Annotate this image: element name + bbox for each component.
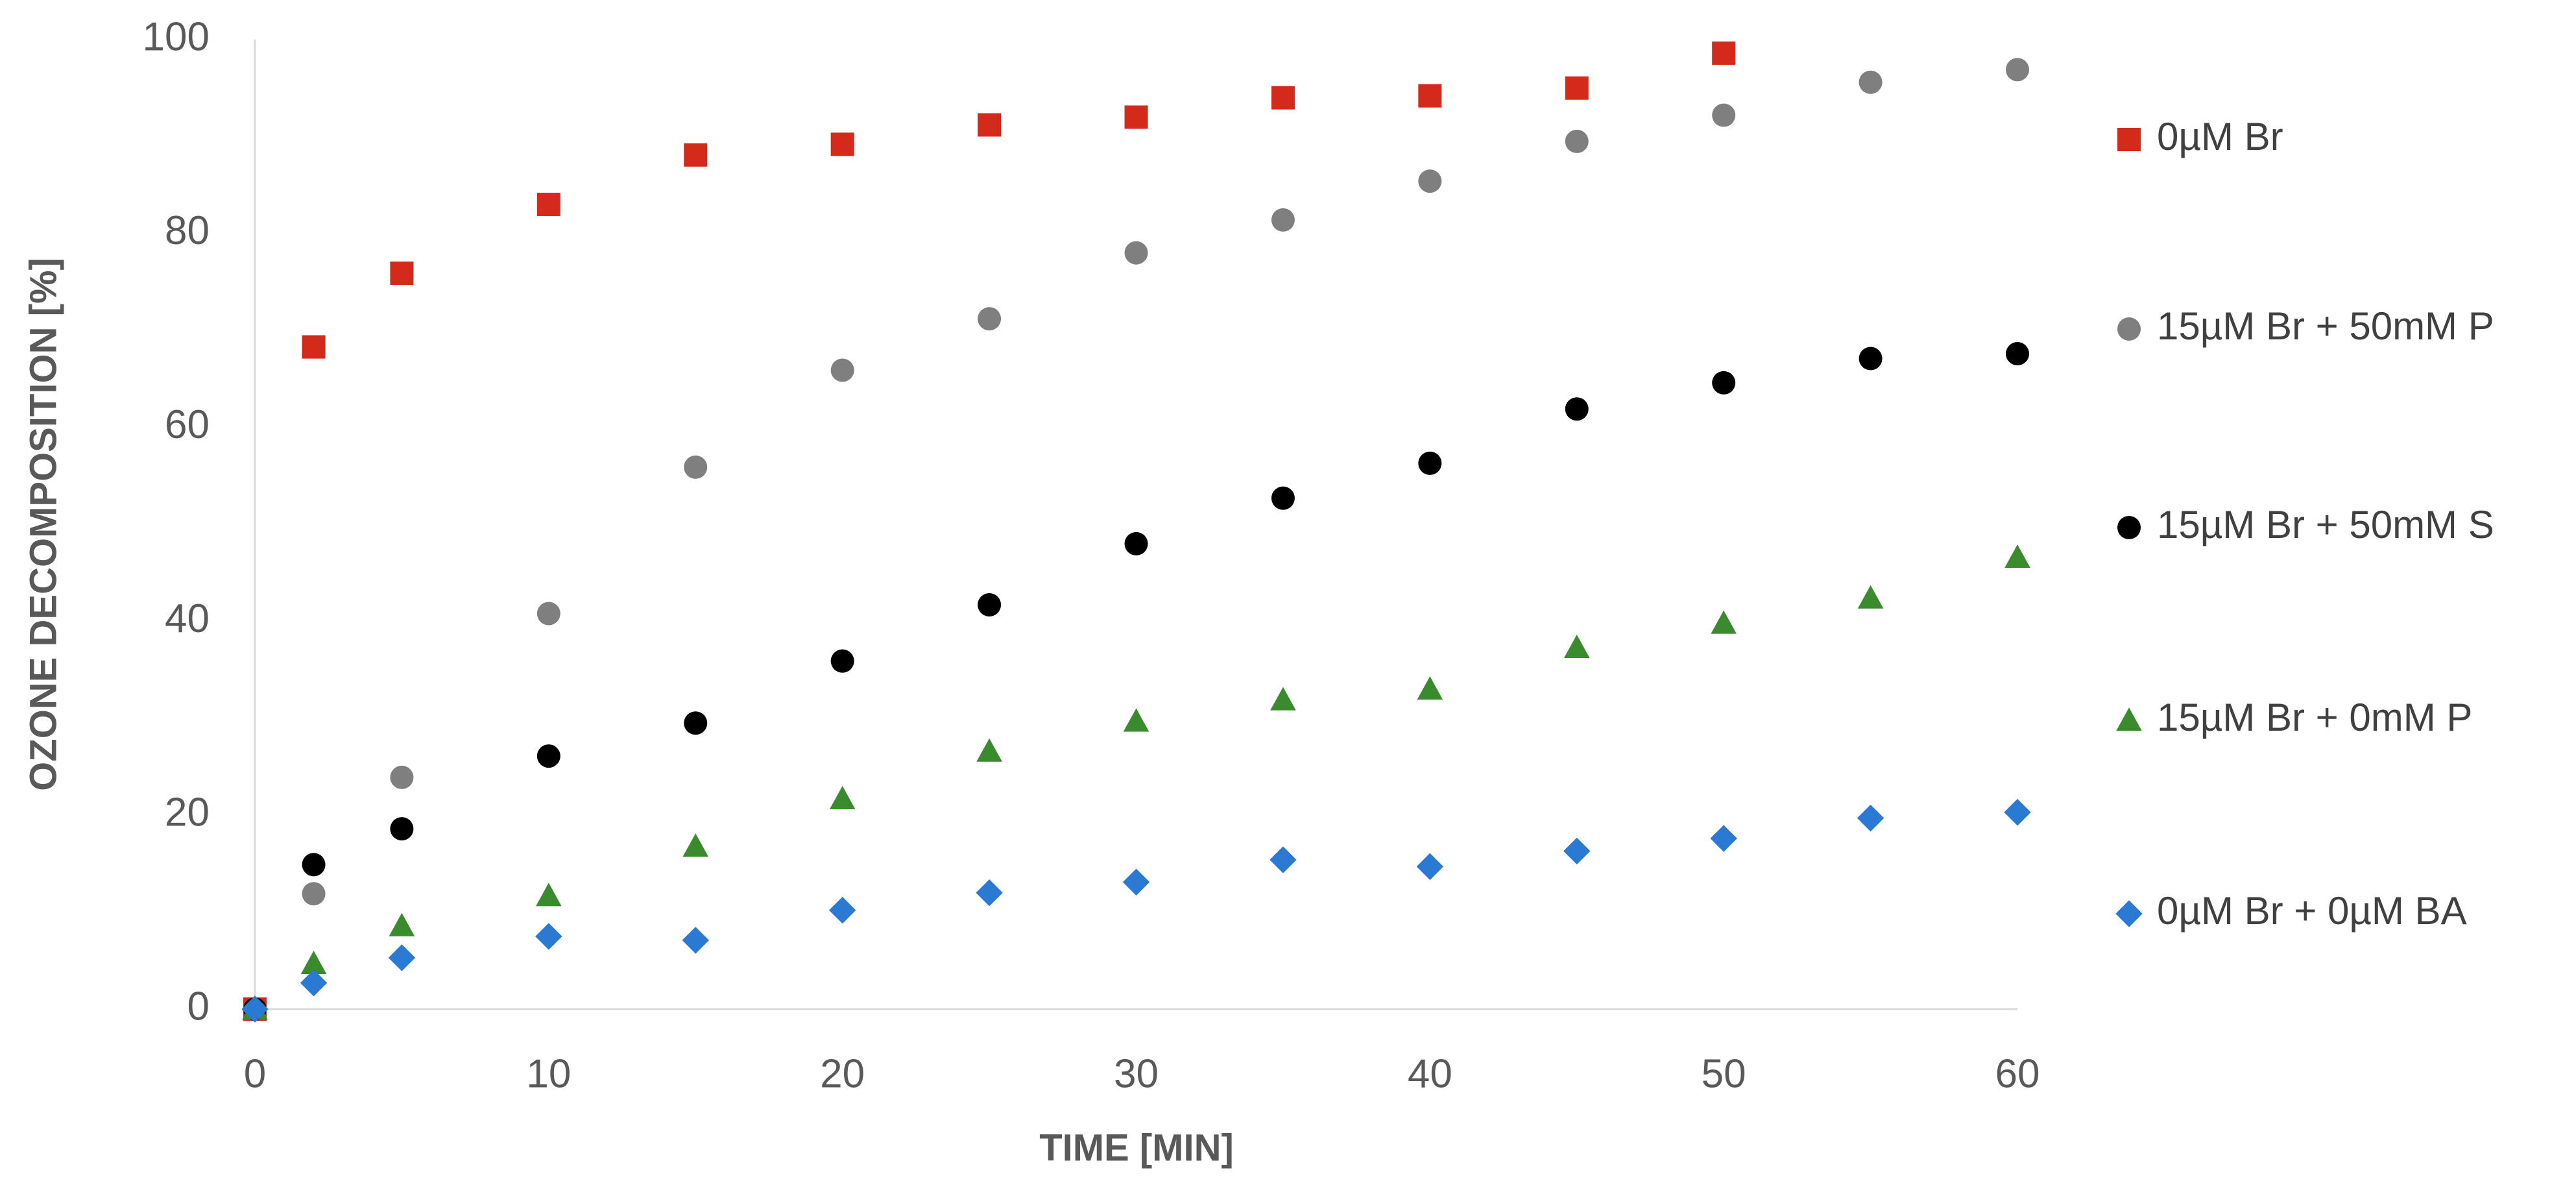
data-point	[1418, 84, 1442, 108]
data-point	[1857, 585, 1884, 609]
data-point	[388, 944, 416, 971]
data-point	[978, 593, 1002, 617]
data-point	[1270, 846, 1297, 873]
legend-marker	[2116, 707, 2142, 731]
x-tick-label: 0	[244, 1051, 266, 1096]
data-point	[1124, 531, 1148, 555]
data-point	[1124, 105, 1148, 129]
data-point	[2006, 58, 2029, 82]
x-tick-label: 40	[1408, 1051, 1452, 1096]
data-point	[1859, 70, 1883, 94]
legend-marker	[2115, 900, 2143, 927]
data-point	[830, 358, 854, 382]
data-point	[1123, 708, 1150, 732]
data-point	[1712, 41, 1736, 65]
data-point	[241, 995, 269, 1023]
data-point	[1565, 397, 1589, 421]
data-point	[536, 602, 560, 626]
x-tick-label: 30	[1114, 1051, 1159, 1096]
y-tick-label: 80	[165, 208, 210, 253]
x-tick-label: 20	[820, 1051, 865, 1096]
data-point	[536, 192, 560, 216]
data-point	[1563, 837, 1591, 865]
y-tick-label: 40	[165, 596, 210, 641]
data-point	[1418, 169, 1442, 193]
data-point	[2006, 342, 2029, 366]
data-point	[1712, 103, 1736, 127]
data-point	[536, 744, 560, 768]
data-point	[1859, 347, 1883, 371]
y-tick-label: 20	[165, 790, 210, 835]
legend-label: 15µM Br + 0mM P	[2157, 696, 2472, 739]
data-point	[302, 882, 326, 906]
data-point	[976, 879, 1003, 907]
data-point	[1271, 86, 1295, 110]
data-point	[300, 950, 327, 974]
data-point	[978, 113, 1002, 137]
legend-label: 15µM Br + 50mM S	[2157, 503, 2494, 546]
data-point	[535, 923, 562, 950]
legend-marker	[2117, 516, 2141, 539]
y-tick-label: 0	[187, 984, 210, 1029]
legend-label: 0µM Br	[2157, 115, 2283, 158]
data-point	[1417, 676, 1443, 700]
data-point	[1416, 853, 1444, 881]
data-point	[1271, 208, 1295, 232]
data-point	[1565, 76, 1589, 100]
y-tick-label: 60	[165, 402, 210, 447]
data-point	[830, 649, 854, 673]
x-tick-label: 50	[1702, 1051, 1746, 1096]
x-tick-label: 10	[526, 1051, 571, 1096]
data-point	[1124, 241, 1148, 265]
data-point	[1711, 610, 1737, 634]
data-point	[1710, 825, 1737, 852]
data-point	[682, 833, 709, 857]
data-point	[300, 969, 328, 997]
data-point	[978, 307, 1002, 331]
data-point	[1563, 634, 1590, 658]
data-point	[684, 455, 708, 479]
data-point	[390, 817, 414, 841]
data-point	[389, 912, 415, 936]
data-point	[1418, 451, 1442, 475]
data-point	[302, 853, 326, 877]
data-point	[976, 738, 1002, 762]
data-point	[1857, 804, 1884, 832]
legend-label: 0µM Br + 0µM BA	[2157, 889, 2467, 933]
data-point	[2004, 799, 2031, 826]
x-tick-label: 60	[1995, 1051, 2040, 1096]
data-point	[682, 927, 709, 954]
data-point	[1271, 486, 1295, 510]
y-tick-label: 100	[143, 14, 210, 59]
data-point	[1270, 687, 1296, 711]
legend-label: 15µM Br + 50mM P	[2157, 304, 2494, 348]
data-point	[302, 335, 326, 359]
data-point	[684, 711, 708, 735]
data-point	[390, 765, 414, 789]
data-point	[830, 132, 854, 156]
data-point	[2004, 544, 2030, 568]
data-point	[1122, 868, 1150, 896]
data-point	[684, 143, 708, 167]
data-point	[829, 786, 856, 810]
y-axis-title: OZONE DECOMPOSITION [%]	[22, 258, 64, 791]
data-point	[1565, 129, 1589, 153]
legend-marker	[2117, 317, 2141, 341]
data-point	[1712, 371, 1736, 395]
x-axis-title: TIME [MIN]	[1039, 1127, 1234, 1169]
legend-marker	[2117, 128, 2141, 151]
data-point	[828, 896, 856, 924]
data-point	[536, 883, 562, 907]
data-point	[390, 262, 414, 286]
